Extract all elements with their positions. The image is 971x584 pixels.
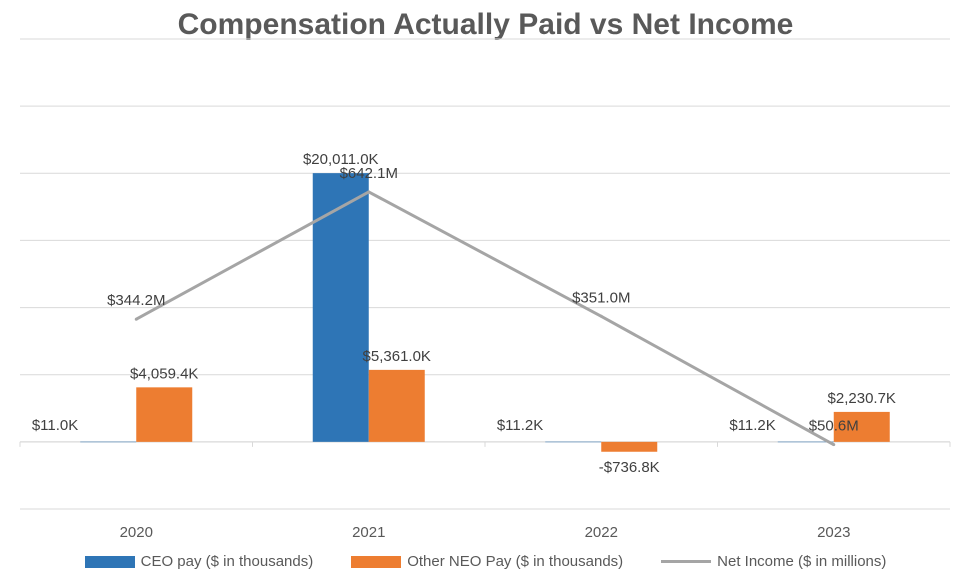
data-label: $11.2K	[729, 417, 775, 434]
bar-other-neo-pay	[136, 387, 193, 442]
legend-item: CEO pay ($ in thousands)	[84, 553, 314, 570]
net-income-point	[599, 314, 603, 318]
x-tick-label: 2023	[817, 524, 850, 541]
legend-item: Other NEO Pay ($ in thousands)	[351, 553, 623, 570]
legend-swatch	[84, 555, 135, 568]
bar-ceo-pay	[777, 441, 834, 443]
line-data-label: $351.0M	[572, 289, 630, 306]
legend-label: CEO pay ($ in thousands)	[140, 553, 314, 570]
data-label: $2,230.7K	[828, 390, 896, 407]
legend: CEO pay ($ in thousands) Other NEO Pay ($…	[0, 553, 971, 570]
data-label: $11.2K	[497, 417, 543, 434]
legend-item: Net Income ($ in millions)	[661, 553, 886, 570]
line-data-label: $642.1M	[340, 165, 398, 182]
bar-other-neo-pay	[368, 369, 425, 442]
data-label: $11.0K	[32, 417, 78, 434]
bar-ceo-pay	[80, 441, 137, 443]
line-data-label: $344.2M	[107, 292, 165, 309]
net-income-point	[367, 190, 371, 194]
net-income-line	[135, 190, 835, 446]
x-tick-label: 2021	[352, 524, 385, 541]
legend-label: Net Income ($ in millions)	[717, 553, 887, 570]
legend-swatch	[351, 555, 402, 568]
bar-other-neo-pay	[601, 441, 658, 452]
data-label: $5,361.0K	[363, 348, 431, 365]
legend-label: Other NEO Pay ($ in thousands)	[407, 553, 624, 570]
chart-title: Compensation Actually Paid vs Net Income	[177, 8, 794, 41]
legend-swatch	[661, 560, 712, 563]
net-income-point	[134, 317, 138, 321]
x-tick-label: 2020	[120, 524, 153, 541]
x-tick-label: 2022	[585, 524, 618, 541]
net-income-point	[832, 443, 836, 447]
bar-other-neo-pay	[833, 411, 890, 442]
bar-ceo-pay	[312, 173, 369, 442]
line-data-label: $50.6M	[809, 418, 859, 435]
data-label: -$736.8K	[599, 459, 660, 476]
bar-ceo-pay	[545, 441, 602, 443]
data-label: $4,059.4K	[130, 365, 198, 382]
data-label: $20,011.0K	[303, 151, 379, 168]
